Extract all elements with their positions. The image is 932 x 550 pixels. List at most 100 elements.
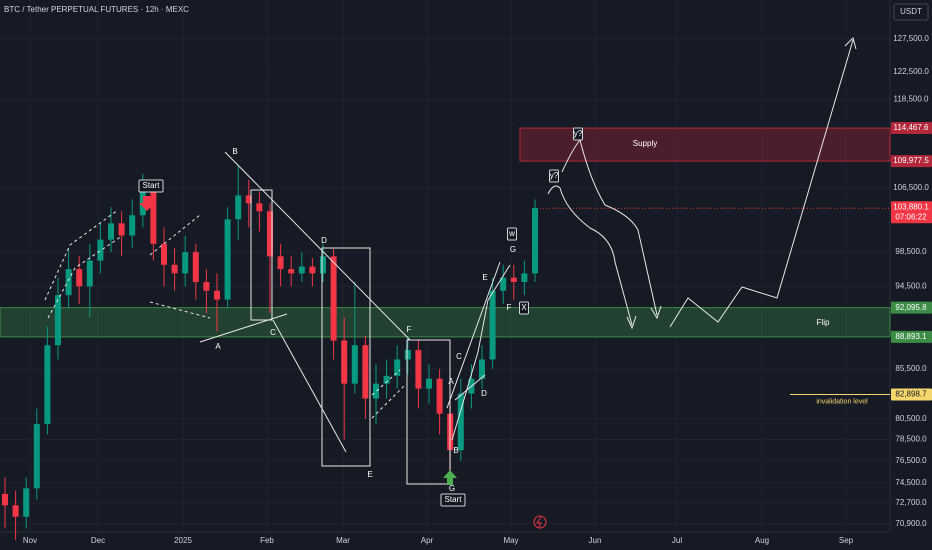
path-arrow	[561, 138, 662, 320]
candle-body	[489, 290, 496, 360]
candle-body	[521, 273, 528, 283]
candle-body	[457, 393, 464, 451]
annotation: w	[508, 229, 515, 238]
trend-line	[446, 261, 511, 441]
annotation: F	[407, 325, 412, 334]
chart-title: BTC / Tether PERPETUAL FUTURES · 12h · M…	[4, 5, 189, 14]
candle-body	[235, 195, 242, 220]
box	[250, 189, 273, 321]
y-tick-label: 122,500.0	[893, 67, 929, 76]
annotation-box	[138, 179, 164, 193]
annotation: G	[449, 484, 455, 493]
candle-body	[118, 223, 125, 236]
price-tag	[891, 388, 932, 401]
annotation-box	[549, 169, 559, 183]
annotation: Start	[445, 495, 463, 504]
box	[321, 247, 371, 467]
price-tag	[891, 330, 932, 343]
arrow-down	[139, 196, 155, 211]
annotation: y?	[550, 171, 559, 180]
dashed-channel	[371, 369, 406, 419]
candle-body	[532, 208, 538, 274]
annotation: A	[448, 377, 454, 386]
drawings	[44, 37, 857, 529]
candle-body	[309, 266, 316, 274]
x-tick-label: Mar	[336, 536, 350, 545]
y-tick-label: 78,500.0	[895, 435, 927, 444]
last-price-label: 103,880.1	[893, 202, 929, 211]
candle-body	[86, 260, 93, 287]
candle-body	[182, 252, 189, 274]
annotation: C	[270, 328, 276, 337]
candle-body	[267, 211, 273, 257]
y-tick-label: 118,500.0	[894, 95, 930, 104]
path-arrow	[669, 37, 857, 328]
price-tag-label: 82,898.7	[895, 390, 927, 399]
candle-body	[298, 266, 305, 274]
candle-body	[150, 191, 157, 244]
candle-body	[203, 282, 210, 291]
price-tag-label: 114,467.6	[894, 123, 930, 132]
zone	[0, 307, 891, 338]
candle-body	[288, 269, 295, 274]
y-tick-label: 106,500.0	[893, 183, 929, 192]
x-tick-label: Aug	[755, 536, 769, 545]
candle-body	[33, 423, 40, 489]
annotation: B	[453, 446, 458, 455]
annotation: X	[521, 303, 527, 312]
y-tick-label: 80,500.0	[895, 414, 927, 423]
level-name: invalidation level	[816, 398, 868, 405]
arrow-up	[443, 470, 457, 485]
x-tick-label: May	[503, 536, 518, 545]
annotation: E	[482, 273, 487, 282]
candle-body	[404, 349, 411, 360]
trend-line	[272, 319, 347, 453]
candle-body	[129, 215, 136, 236]
x-tick-label: Jun	[589, 536, 602, 545]
dashed-channel	[44, 209, 211, 319]
candle-body	[171, 264, 178, 274]
currency-button[interactable]	[893, 3, 929, 21]
annotation: C	[456, 352, 462, 361]
x-tick-label: Jul	[672, 536, 682, 545]
candle-body	[224, 219, 231, 300]
y-tick-label: 72,700.0	[895, 498, 927, 507]
y-tick-label: 74,500.0	[895, 478, 927, 487]
annotation: Start	[143, 181, 161, 190]
candle-body	[341, 340, 348, 384]
y-tick-label: 70,900.0	[895, 519, 927, 528]
currency: USDT	[900, 7, 922, 16]
candle-body	[362, 345, 369, 399]
candle-body	[351, 345, 358, 384]
price-tag-label: 92,095.8	[895, 303, 927, 312]
candle-body	[383, 375, 390, 384]
candle-body	[65, 269, 72, 296]
annotation-box	[440, 493, 466, 507]
candle-body	[2, 493, 8, 506]
annotation-box	[507, 227, 517, 241]
annotation: E	[367, 470, 372, 479]
candle-body	[256, 203, 263, 212]
candle-body	[500, 277, 507, 291]
labels: Supply Flip invalidation level Start B A C D E F S…	[138, 127, 868, 507]
candle-body	[97, 239, 104, 261]
candle-body	[245, 195, 252, 204]
alert-icon	[533, 515, 547, 529]
x-tick-label: Feb	[260, 536, 274, 545]
annotation: F	[507, 303, 512, 312]
annotation: B	[232, 147, 237, 156]
candle-body	[330, 256, 337, 341]
alert-icon	[536, 516, 542, 528]
y-tick-label: 76,500.0	[895, 456, 927, 465]
annotation: G	[510, 245, 516, 254]
candle-body	[76, 269, 83, 287]
annotation: D	[321, 236, 327, 245]
x-tick-label: Sep	[839, 536, 854, 545]
price-tag	[891, 155, 932, 168]
candle-body	[214, 290, 220, 300]
price-tag	[891, 122, 932, 135]
y-tick-label: 98,500.0	[895, 247, 927, 256]
x-tick-label: Dec	[91, 536, 105, 545]
candle-body	[510, 277, 517, 283]
